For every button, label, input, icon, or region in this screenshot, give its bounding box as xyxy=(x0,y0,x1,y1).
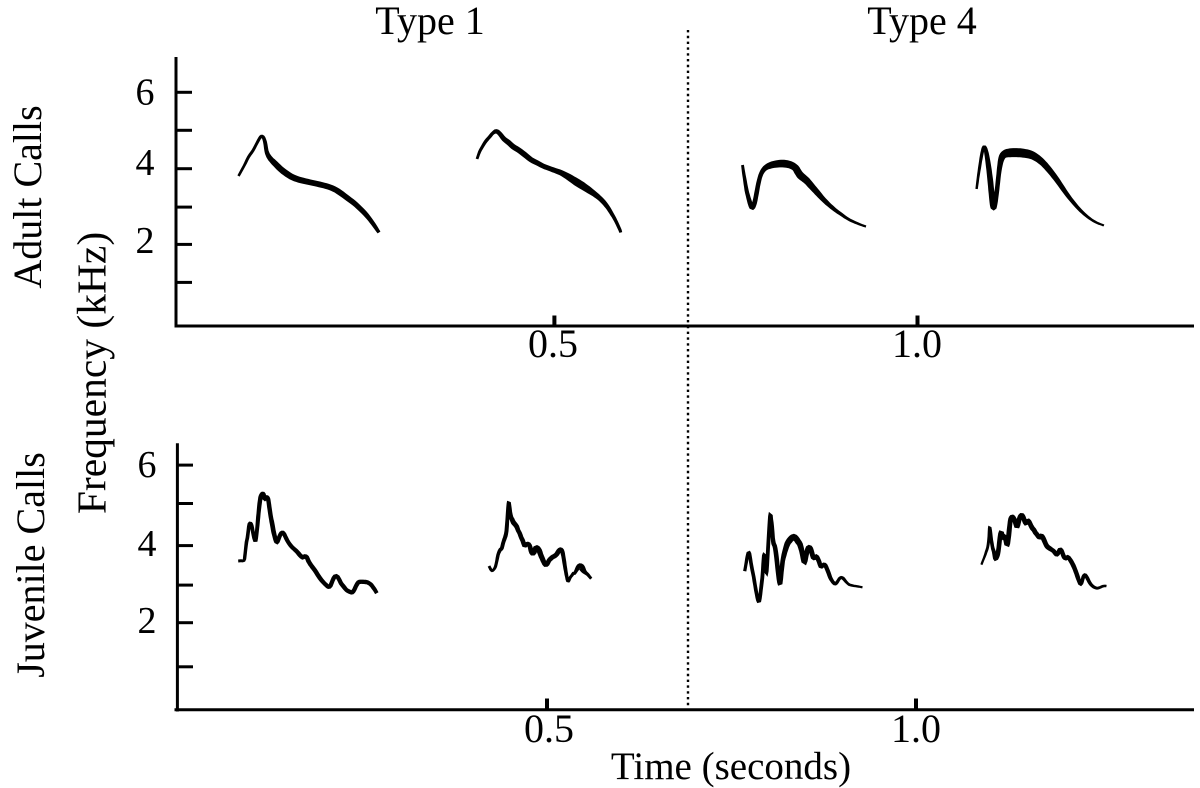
svg-text:1.0: 1.0 xyxy=(891,706,941,751)
svg-text:Type 1: Type 1 xyxy=(375,0,484,43)
svg-text:1.0: 1.0 xyxy=(892,321,942,366)
svg-text:6: 6 xyxy=(138,444,157,486)
svg-text:Frequency (kHz): Frequency (kHz) xyxy=(69,232,116,514)
svg-text:Type 4: Type 4 xyxy=(867,0,976,43)
svg-text:0.5: 0.5 xyxy=(528,321,578,366)
svg-text:Juvenile Calls: Juvenile Calls xyxy=(8,452,53,678)
svg-text:Adult Calls: Adult Calls xyxy=(5,105,50,288)
svg-text:2: 2 xyxy=(138,600,157,642)
svg-text:Time (seconds): Time (seconds) xyxy=(611,745,851,788)
svg-text:0.5: 0.5 xyxy=(524,706,574,751)
svg-text:4: 4 xyxy=(138,523,157,565)
svg-text:6: 6 xyxy=(136,72,155,114)
svg-text:2: 2 xyxy=(136,220,155,262)
svg-text:4: 4 xyxy=(136,142,155,184)
